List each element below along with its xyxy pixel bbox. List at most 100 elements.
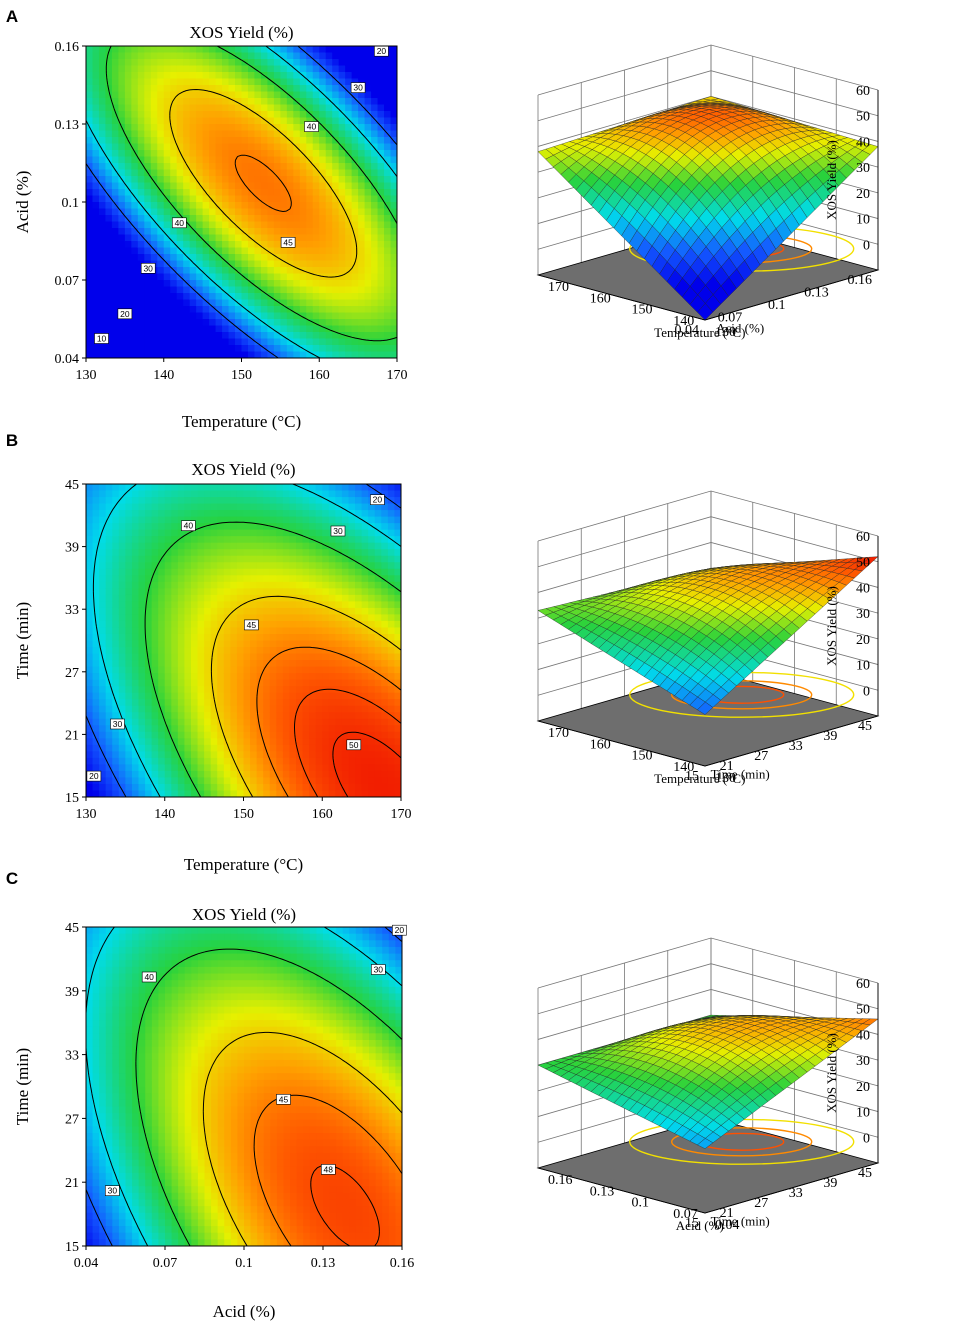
surface-mesh	[537, 556, 879, 715]
z-tick-label: 60	[856, 84, 870, 99]
contour-lines	[86, 484, 401, 797]
x-axis-label: Temperature (°C)	[182, 412, 301, 431]
left-axis-tick: 45	[858, 719, 872, 734]
base-edge	[537, 1162, 879, 1214]
contour-label: 20	[395, 925, 405, 935]
contour-line-45	[234, 154, 292, 212]
left-axis-tick: 45	[858, 1166, 872, 1181]
contour-label: 40	[175, 218, 185, 228]
left-axis-tick: 27	[754, 1196, 768, 1211]
z-tick-label: 0	[863, 238, 870, 253]
contour-label-box	[374, 45, 389, 57]
contour-label: 50	[349, 740, 359, 750]
wall-gridline	[537, 516, 879, 568]
contour-line-48	[310, 1164, 380, 1246]
right-axis-tick: 170	[548, 280, 569, 295]
contour-heatmap	[86, 46, 397, 358]
y-tick-label: 33	[65, 1049, 79, 1064]
base-edge	[537, 269, 879, 321]
surface-mesh	[537, 96, 879, 321]
x-tick-label: 140	[153, 368, 174, 383]
z-tick-label: 20	[856, 187, 870, 202]
z-tick-label: 60	[856, 530, 870, 545]
z-tick-label: 50	[856, 556, 870, 571]
contour-label-box	[350, 82, 366, 93]
contour-lines	[86, 927, 402, 1246]
surface-mesh	[537, 1014, 879, 1149]
contour-label-box	[181, 520, 196, 532]
left-axis-tick: 0.13	[804, 286, 829, 301]
surface-plot-C: 0 10 20 30 40 50 60 XOS Yield (%) 45 39 33 27 21 15 Ti…	[536, 937, 880, 1233]
base-edge	[537, 715, 879, 767]
wall-gridline	[537, 44, 879, 96]
left-axis-tick: 0.1	[768, 298, 786, 313]
left-axis-tick: 0.07	[718, 311, 743, 326]
y-tick-label: 39	[65, 985, 79, 1000]
x-tick-label: 170	[387, 368, 408, 383]
floor-contour	[671, 1127, 813, 1157]
contour-label-box	[86, 770, 102, 782]
right-axis-tick: 0.1	[632, 1196, 650, 1211]
x-tick-label: 130	[76, 368, 97, 383]
contour-heatmap	[86, 484, 401, 797]
contour-label: 40	[307, 122, 317, 132]
contour-label: 30	[113, 719, 123, 729]
x-tick-label: 0.16	[390, 1256, 415, 1271]
contour-label-box	[140, 262, 156, 274]
y-tick-label: 0.1	[62, 196, 80, 211]
contour-label-box	[94, 333, 109, 344]
x-tick-label: 0.1	[235, 1256, 253, 1271]
contour-line-10	[86, 927, 402, 1246]
contour-label-box	[330, 525, 346, 537]
contour-label: 20	[89, 771, 99, 781]
left-axis-tick: 33	[789, 1186, 803, 1201]
x-axis-label: Acid (%)	[213, 1302, 276, 1321]
left-axis-tick: 39	[823, 729, 837, 744]
z-tick-label: 50	[856, 1003, 870, 1018]
left-axis-label: Time (min)	[711, 767, 770, 782]
y-tick-label: 45	[65, 921, 79, 936]
z-tick-label: 30	[856, 161, 870, 176]
contour-heatmap	[86, 927, 402, 1246]
x-tick-label: 150	[233, 807, 254, 822]
right-axis-tick: 0.04	[715, 1218, 740, 1233]
chart-title: XOS Yield (%)	[189, 23, 293, 42]
y-tick-label: 33	[65, 603, 79, 618]
z-tick-label: 0	[863, 1131, 870, 1146]
x-tick-label: 170	[391, 807, 412, 822]
left-axis-label: Acid (%)	[716, 321, 764, 336]
wall-gridline	[537, 937, 879, 989]
axis-edges	[537, 536, 879, 767]
z-tick-label: 40	[856, 135, 870, 150]
contour-label: 30	[108, 1186, 118, 1196]
x-tick-label: 0.07	[153, 1256, 178, 1271]
contour-label-box	[370, 964, 386, 975]
contour-label: 48	[324, 1164, 334, 1174]
left-axis-tick: 33	[789, 739, 803, 754]
surface-plot-B: 0 10 20 30 40 50 60 XOS Yield (%) 45 39 33 27 21 15 Ti…	[536, 490, 880, 786]
axis-edges	[537, 90, 879, 321]
z-tick-label: 40	[856, 581, 870, 596]
z-tick-label: 30	[856, 607, 870, 622]
contour-label-box	[346, 739, 362, 751]
surface-cell	[697, 303, 714, 321]
right-axis-label: Acid (%)	[676, 1218, 724, 1233]
contour-line-20	[92, 484, 401, 797]
left-axis-tick: 39	[823, 1176, 837, 1191]
contour-label: 40	[144, 972, 154, 982]
right-axis-tick: 130	[715, 325, 736, 340]
right-axis-tick: 130	[715, 771, 736, 786]
x-tick-label: 0.13	[311, 1256, 336, 1271]
y-tick-label: 21	[65, 728, 79, 743]
left-axis-label: Time (min)	[711, 1214, 770, 1229]
contour-plot-A: 10 20 30 40 45 40 30 20 130 140 150 160 170 0.04 0.07 0…	[13, 23, 408, 431]
contour-line-40	[169, 89, 358, 278]
contour-label-box	[370, 494, 385, 506]
wall-gridline	[537, 490, 879, 542]
z-tick-label: 60	[856, 977, 870, 992]
surface-cell	[697, 1138, 714, 1149]
contour-line-45	[256, 646, 401, 797]
contour-label-box	[320, 1164, 336, 1175]
right-axis-tick: 0.16	[548, 1173, 573, 1188]
